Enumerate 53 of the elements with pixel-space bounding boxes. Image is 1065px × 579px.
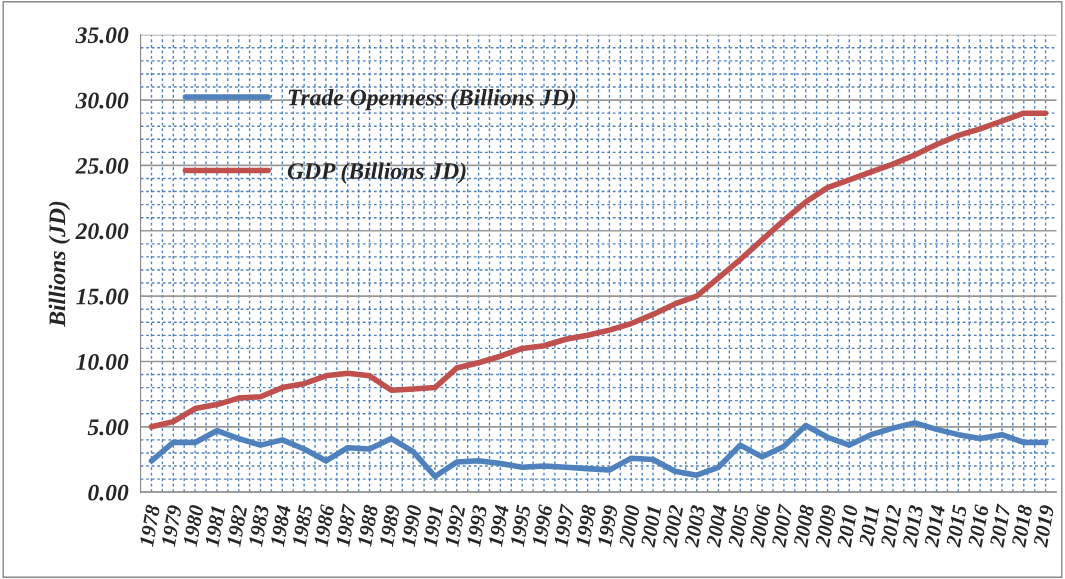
legend-label: GDP (Billions JD) <box>287 162 466 184</box>
x-tick-label: 1983 <box>248 504 270 548</box>
x-tick-label: 1982 <box>226 504 248 548</box>
x-tick-label: 1978 <box>139 504 161 548</box>
x-tick-label: 2000 <box>618 504 640 548</box>
x-tick-label: 1986 <box>313 504 335 548</box>
x-tick-label: 2002 <box>662 504 684 548</box>
x-tick-label: 1993 <box>466 504 488 548</box>
x-tick-label: 1984 <box>270 504 291 548</box>
x-tick-label: 1996 <box>531 504 553 548</box>
x-tick-label: 2019 <box>1033 504 1055 548</box>
x-tick-label: 1988 <box>357 504 379 548</box>
legend-label: Trade Openness (Billions JD) <box>288 88 576 111</box>
y-tick-label: 35.00 <box>75 27 129 44</box>
x-tick-label: 1992 <box>444 504 466 548</box>
x-tick-label: 2015 <box>945 504 968 548</box>
y-tick-label: 0.00 <box>88 484 129 501</box>
x-tick-label: 1981 <box>204 506 226 548</box>
x-tick-label: 1997 <box>553 503 575 548</box>
x-tick-label: 2003 <box>684 504 706 548</box>
x-tick-label: 2017 <box>989 503 1011 548</box>
x-tick-label: 2011 <box>858 506 880 547</box>
x-tick-label: 2018 <box>1011 504 1033 548</box>
x-tick-label: 1980 <box>182 504 204 548</box>
x-tick-label: 2001 <box>640 506 662 548</box>
x-tick-label: 1979 <box>161 504 182 548</box>
x-tick-label: 2004 <box>706 504 728 548</box>
x-tick-label: 2008 <box>793 504 815 548</box>
x-tick-label: 1998 <box>575 504 597 548</box>
x-tick-label: 1985 <box>291 504 313 548</box>
y-tick-label: 30.00 <box>75 92 129 109</box>
x-tick-label: 2016 <box>967 504 989 548</box>
x-tick-label: 1987 <box>335 503 357 548</box>
y-tick-label: 10.00 <box>76 353 129 370</box>
x-tick-label: 2013 <box>902 504 924 548</box>
x-tick-label: 1989 <box>379 504 401 548</box>
x-tick-label: 2005 <box>727 504 749 548</box>
y-tick-label: 15.00 <box>76 288 129 305</box>
x-tick-label: 2007 <box>771 503 793 548</box>
y-tick-label: 5.00 <box>87 419 129 436</box>
y-tick-label: 25.00 <box>75 157 129 174</box>
x-tick-label: 1994 <box>488 504 510 548</box>
x-tick-label: 2009 <box>815 504 837 548</box>
x-tick-label: 1990 <box>400 504 422 548</box>
x-tick-label: 2014 <box>924 504 946 548</box>
y-tick-label: 20.00 <box>75 223 129 240</box>
x-tick-label: 2006 <box>749 504 771 548</box>
x-tick-label: 1991 <box>422 506 444 548</box>
x-tick-label: 2012 <box>880 504 902 548</box>
x-tick-label: 2010 <box>836 504 858 548</box>
x-tick-label: 1999 <box>597 504 619 548</box>
x-tick-label: 1995 <box>510 504 531 548</box>
y-axis-title: Billions (JD) <box>48 201 71 327</box>
